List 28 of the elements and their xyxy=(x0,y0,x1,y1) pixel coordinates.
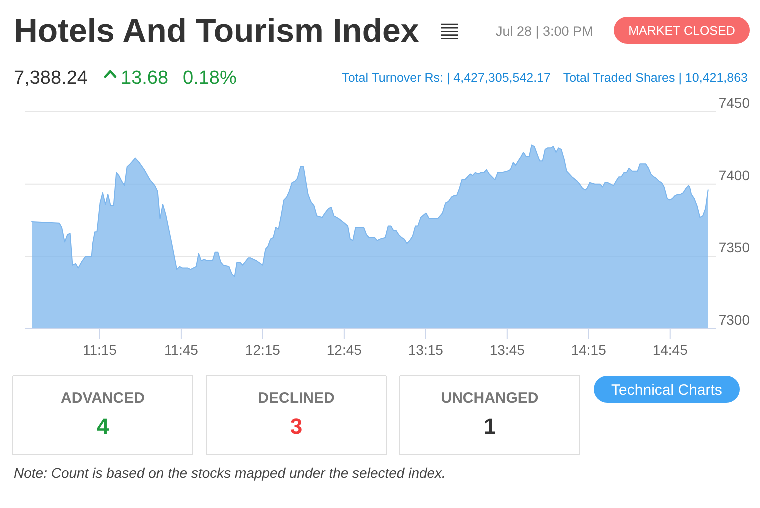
x-tick-label: 11:15 xyxy=(82,342,118,358)
category-label: UNCHANGED xyxy=(441,390,539,407)
text: MARKET CLOSED xyxy=(628,24,736,38)
text: 13.68 xyxy=(121,68,169,89)
text: 7,388.24 xyxy=(14,68,88,89)
y-tick-label: 7450 xyxy=(718,95,750,111)
x-tick-label: 14:15 xyxy=(571,342,607,358)
x-tick-label: 13:15 xyxy=(408,342,444,358)
data-label: 1 xyxy=(484,414,496,439)
text: Note: Count is based on the stocks mapped under the selected index. xyxy=(14,465,446,481)
x-tick-label: 11:45 xyxy=(164,342,199,358)
text: Total Turnover Rs: | 4,427,305,542.17 xyxy=(342,71,552,85)
x-tick-label: 12:15 xyxy=(245,342,281,358)
y-tick-label: 7400 xyxy=(718,167,750,184)
category-label: DECLINED xyxy=(258,390,335,407)
text: 0.18% xyxy=(183,68,237,89)
data-label: 3 xyxy=(290,414,303,439)
text: Jul 28 | 3:00 PM xyxy=(496,24,594,39)
chart-title: Hotels And Tourism Index xyxy=(14,12,420,49)
y-tick-label: 7300 xyxy=(718,312,750,328)
x-tick-label: 13:45 xyxy=(490,342,526,358)
text: Total Traded Shares | 10,421,863 xyxy=(563,71,748,85)
data-label: 4 xyxy=(96,414,110,439)
x-tick-label: 14:45 xyxy=(652,342,688,358)
y-tick-label: 7350 xyxy=(718,240,750,256)
text: Technical Charts xyxy=(612,382,722,399)
x-tick-label: 12:45 xyxy=(326,342,362,358)
category-label: ADVANCED xyxy=(61,390,146,407)
